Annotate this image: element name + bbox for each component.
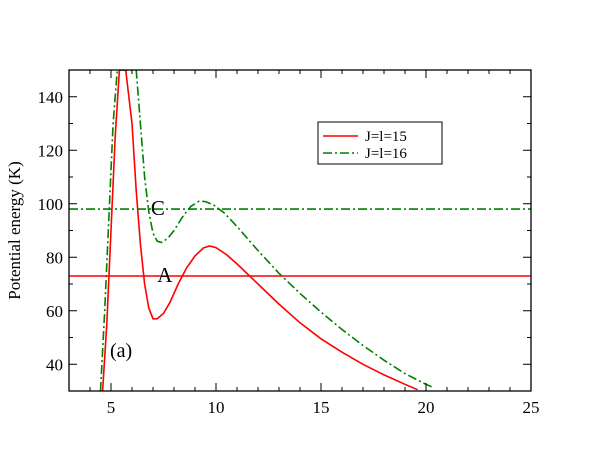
x-tick-label: 10 bbox=[208, 398, 225, 417]
x-tick-label: 15 bbox=[313, 398, 330, 417]
y-tick-label: 60 bbox=[46, 302, 63, 321]
y-tick-label: 80 bbox=[46, 248, 63, 267]
y-axis-label: Potential energy (K) bbox=[5, 161, 24, 299]
legend-entry-J=l=16: J=l=16 bbox=[365, 146, 407, 162]
y-tick-label: 40 bbox=[46, 355, 63, 374]
y-tick-label: 140 bbox=[38, 88, 64, 107]
x-tick-label: 5 bbox=[107, 398, 116, 417]
x-tick-label: 20 bbox=[418, 398, 435, 417]
x-tick-label: 25 bbox=[523, 398, 540, 417]
legend-box bbox=[317, 121, 443, 165]
y-tick-label: 100 bbox=[38, 195, 64, 214]
plot-frame bbox=[68, 69, 532, 392]
annotation-label-C: C bbox=[151, 196, 165, 220]
y-tick-label: 120 bbox=[38, 141, 64, 160]
panel-label: (a) bbox=[110, 340, 132, 362]
series-line-J=l=16 bbox=[99, 70, 433, 391]
series-layer bbox=[69, 70, 531, 391]
series-line-J=l=15 bbox=[101, 70, 418, 391]
annotation-label-A: A bbox=[157, 263, 173, 287]
legend-entry-J=l=15: J=l=15 bbox=[365, 129, 407, 145]
text-layer: 5 10 15 20 25 40 60 80 100 120 140 Potential energy… bbox=[5, 88, 540, 417]
ticks-layer bbox=[68, 69, 532, 392]
legend: J=l=15J=l=16 bbox=[317, 121, 443, 165]
